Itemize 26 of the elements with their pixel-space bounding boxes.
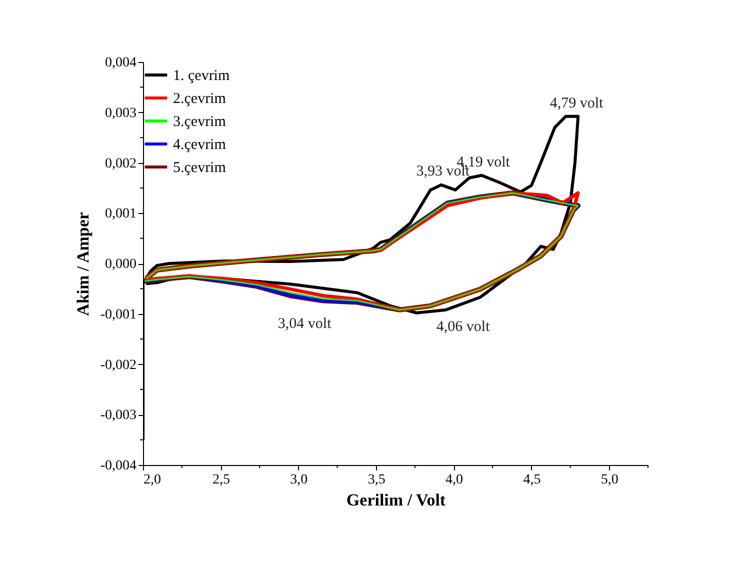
x-tick-label: 4,0 xyxy=(446,472,464,488)
x-tick-label: 2,0 xyxy=(144,472,161,488)
y-tick-label: 0,003 xyxy=(105,106,136,121)
x-tick-label: 3,0 xyxy=(290,472,308,488)
y-tick-label: 0,004 xyxy=(105,56,136,70)
x-tick-label: 3,5 xyxy=(368,472,386,488)
y-tick-label: -0,001 xyxy=(100,307,136,322)
x-axis-title: Gerilim / Volt xyxy=(346,490,446,510)
annotation: 4,06 volt xyxy=(436,318,491,335)
legend-label: 1. çevrim xyxy=(173,68,230,84)
annotation: 3,04 volt xyxy=(278,316,332,332)
legend-label: 4.çevrim xyxy=(173,137,226,153)
annotation: 4,79 volt xyxy=(550,95,604,112)
y-tick-label: -0,004 xyxy=(100,458,136,474)
y-tick-label: 0,001 xyxy=(105,206,136,222)
x-tick-label: 4,5 xyxy=(523,472,541,488)
x-tick-label: 2,5 xyxy=(212,472,230,488)
y-tick-label: 0,002 xyxy=(105,156,136,172)
y-tick-label: 0,000 xyxy=(105,257,136,272)
legend-label: 3.çevrim xyxy=(173,114,226,130)
x-tick-label: 5,0 xyxy=(600,472,618,488)
y-tick-label: -0,002 xyxy=(100,358,136,373)
y-axis-title: Akim / Amper xyxy=(73,212,92,316)
legend-label: 2.çevrim xyxy=(173,91,226,107)
legend-label: 5.çevrim xyxy=(173,160,226,176)
y-tick-label: -0,003 xyxy=(100,408,136,424)
